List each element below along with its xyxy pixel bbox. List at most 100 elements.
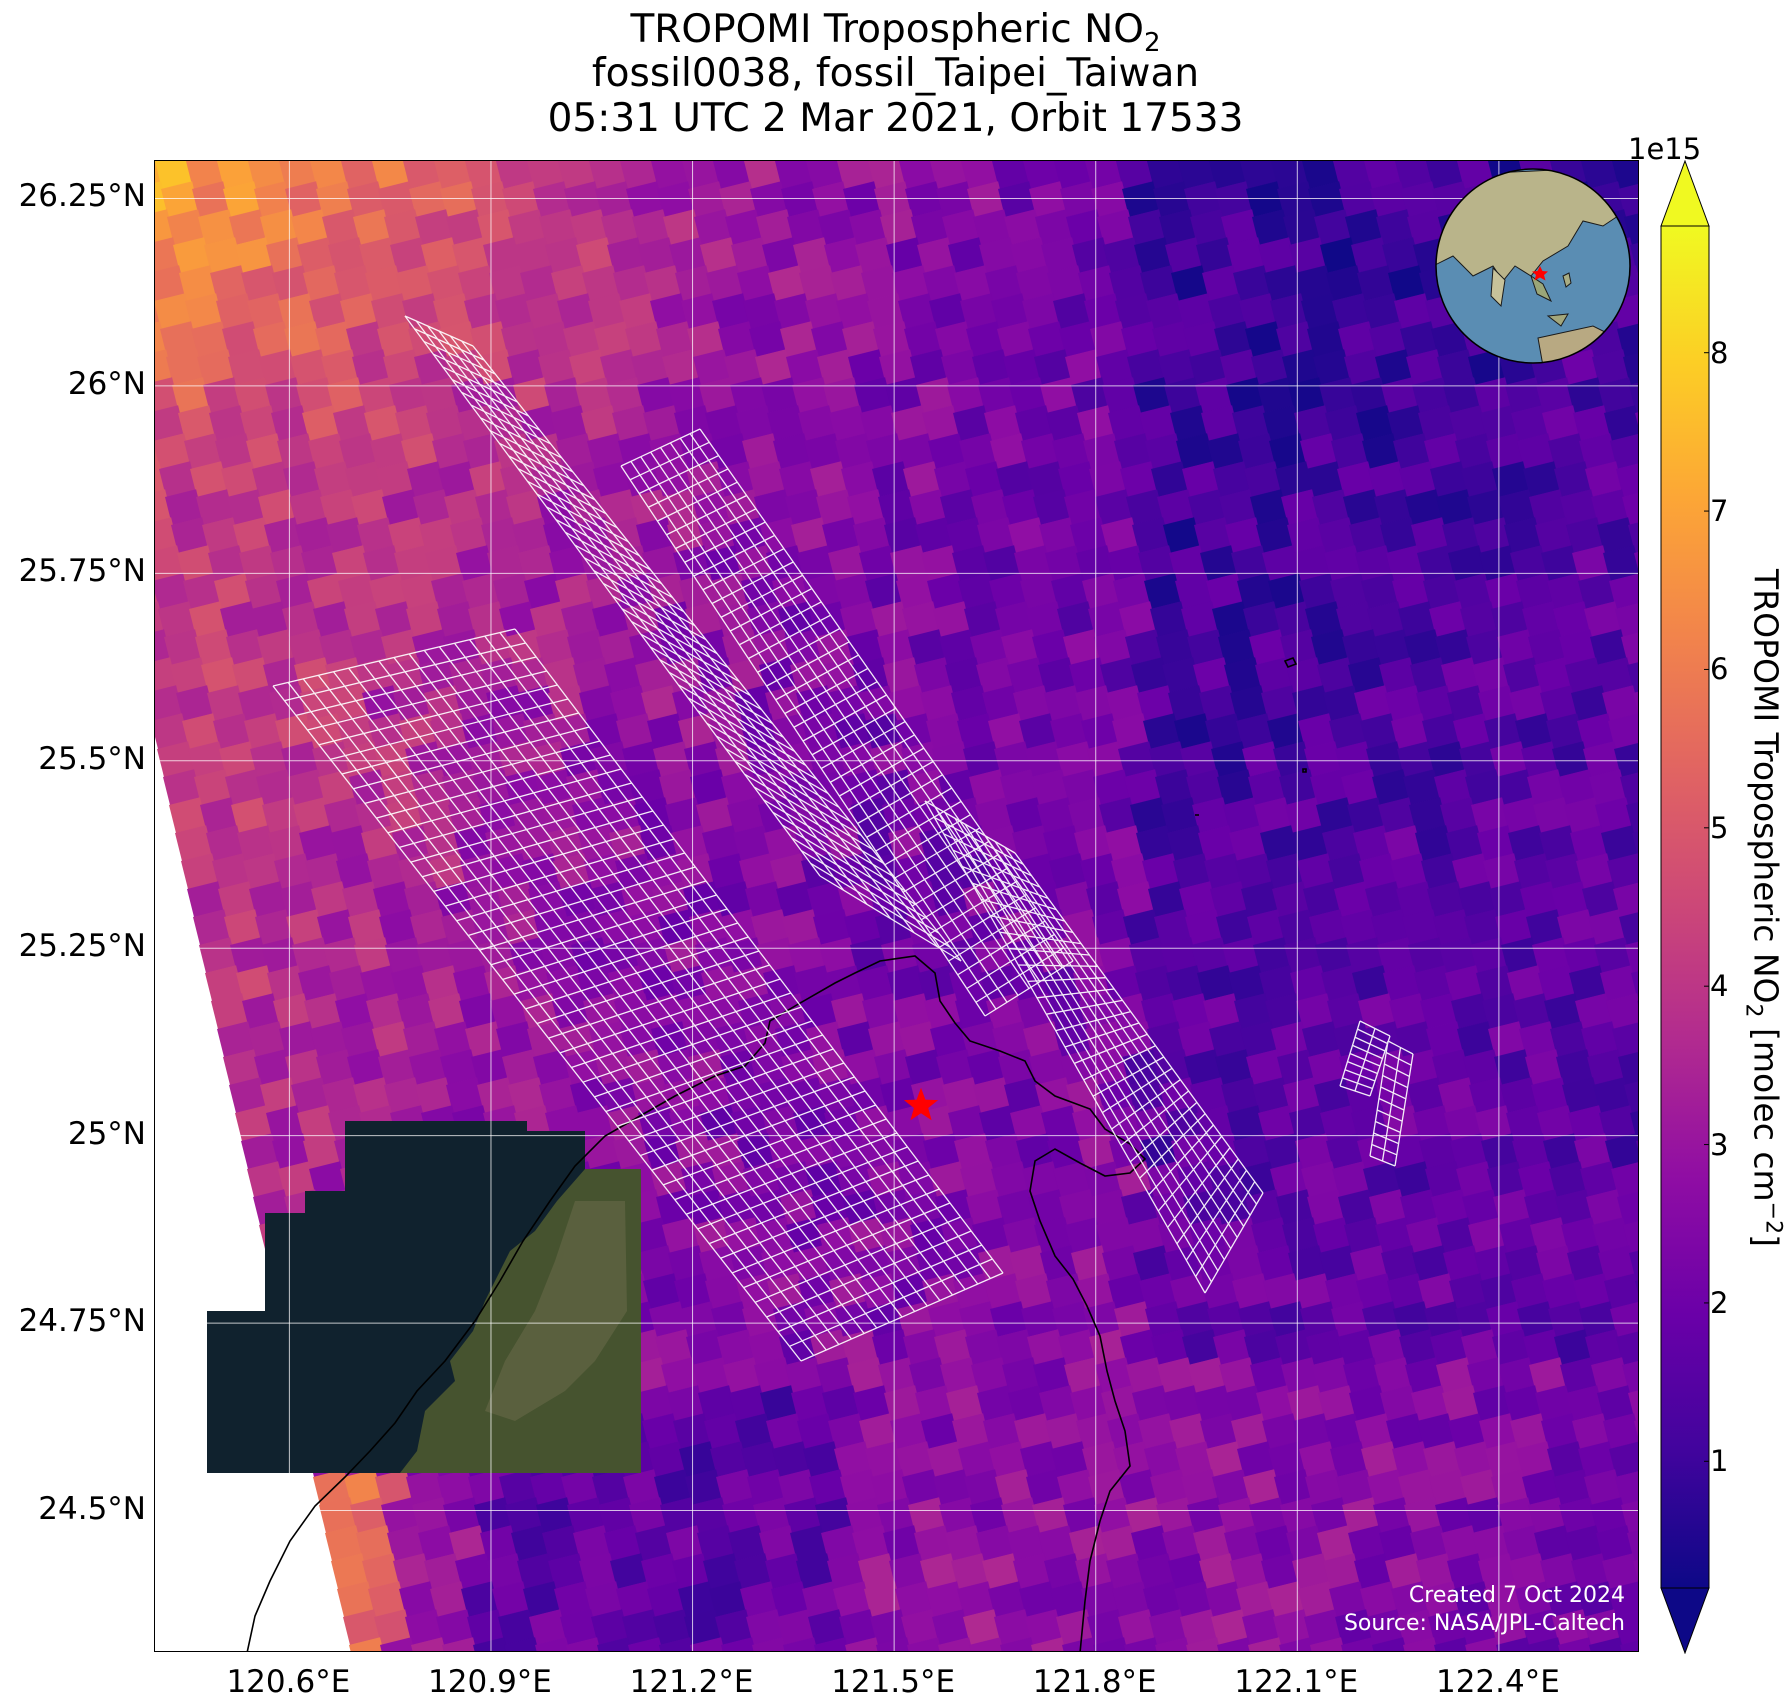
no2-pixel (1436, 1357, 1475, 1394)
no2-pixel (923, 1133, 962, 1170)
no2-pixel (1386, 1413, 1425, 1450)
no2-pixel (1279, 629, 1319, 666)
no2-pixel (1417, 545, 1456, 582)
no2-pixel (1526, 1637, 1566, 1651)
no2-pixel (728, 1525, 767, 1562)
no2-pixel (357, 517, 396, 554)
no2-pixel (1484, 573, 1524, 610)
no2-pixel (1283, 1077, 1322, 1114)
no2-pixel (1168, 685, 1207, 722)
no2-pixel (974, 797, 1014, 834)
no2-pixel (647, 1581, 686, 1618)
no2-pixel (248, 1021, 287, 1058)
no2-pixel (1576, 853, 1615, 890)
no2-pixel (1183, 321, 1222, 358)
no2-pixel (972, 1077, 1012, 1114)
no2-pixel (583, 993, 622, 1030)
no2-pixel (604, 1525, 643, 1562)
no2-pixel (1506, 1105, 1545, 1142)
no2-pixel (827, 1553, 866, 1590)
no2-pixel (1302, 1021, 1341, 1058)
no2-pixel (909, 1357, 948, 1394)
no2-pixel (1031, 769, 1070, 806)
no2-pixel (1432, 1049, 1471, 1086)
no2-pixel (881, 797, 921, 834)
no2-pixel (853, 1245, 893, 1282)
no2-pixel (190, 461, 229, 498)
no2-pixel (1329, 713, 1368, 750)
no2-pixel (378, 181, 417, 218)
no2-pixel (476, 209, 516, 246)
no2-pixel (277, 293, 317, 330)
no2-pixel (716, 1469, 755, 1506)
no2-pixel (1375, 349, 1414, 386)
no2-pixel (1194, 1385, 1233, 1422)
no2-pixel (704, 1273, 744, 1310)
no2-pixel (1369, 1189, 1408, 1226)
no2-pixel (816, 349, 856, 386)
longitude-tick-label: 122.1°E (1234, 1664, 1359, 1700)
no2-pixel (514, 237, 553, 274)
no2-pixel (226, 629, 265, 666)
no2-pixel (981, 825, 1020, 862)
no2-pixel (1594, 937, 1633, 974)
no2-pixel (1232, 405, 1271, 442)
no2-pixel (1306, 461, 1345, 498)
no2-pixel (266, 237, 305, 274)
no2-pixel (890, 1413, 929, 1450)
no2-pixel (474, 489, 514, 526)
no2-pixel (979, 1105, 1018, 1142)
no2-pixel (1391, 713, 1430, 750)
no2-pixel (1054, 1021, 1093, 1058)
no2-pixel (1326, 265, 1365, 302)
no2-pixel (1271, 161, 1310, 190)
no2-pixel (1452, 853, 1491, 890)
no2-pixel (1433, 909, 1472, 946)
no2-pixel (533, 181, 572, 218)
no2-pixel (1062, 1637, 1101, 1651)
no2-pixel (868, 1021, 907, 1058)
no2-pixel (1338, 1189, 1377, 1226)
no2-pixel (1484, 1581, 1523, 1618)
no2-pixel (367, 1581, 407, 1618)
longitude-tick-label: 120.9°E (428, 1664, 552, 1700)
no2-pixel (1192, 797, 1231, 834)
no2-pixel (819, 937, 858, 974)
no2-pixel (1615, 1469, 1638, 1506)
no2-pixel (1397, 741, 1436, 778)
no2-pixel (1553, 1469, 1592, 1506)
no2-pixel (788, 937, 827, 974)
no2-pixel (582, 1133, 621, 1170)
no2-pixel (1465, 769, 1504, 806)
no2-pixel (613, 1133, 652, 1170)
no2-pixel (1444, 1105, 1483, 1142)
no2-pixel (313, 1469, 352, 1506)
no2-pixel (1473, 1385, 1512, 1422)
no2-pixel (1628, 1385, 1638, 1422)
no2-pixel (563, 321, 602, 358)
no2-pixel (311, 881, 350, 918)
no2-pixel (1617, 1189, 1638, 1226)
no2-pixel (941, 349, 980, 386)
no2-pixel (1448, 1413, 1487, 1450)
no2-pixel (1181, 1469, 1220, 1506)
no2-pixel (1493, 1189, 1532, 1226)
no2-pixel (1509, 685, 1548, 722)
no2-pixel (1450, 1133, 1489, 1170)
no2-pixel (1353, 825, 1392, 862)
no2-pixel (965, 1189, 1005, 1226)
no2-pixel (333, 265, 373, 302)
no2-pixel (1410, 657, 1449, 694)
no2-pixel (934, 1329, 973, 1366)
no2-pixel (1246, 181, 1285, 218)
no2-pixel (446, 937, 486, 974)
colorbar-exponent: 1e15 (1628, 132, 1702, 166)
no2-pixel (1178, 161, 1217, 190)
no2-pixel (750, 1049, 789, 1086)
no2-pixel (725, 209, 764, 246)
no2-pixel (957, 713, 996, 750)
no2-pixel (167, 209, 206, 246)
no2-pixel (1268, 573, 1307, 610)
no2-pixel (1019, 713, 1058, 750)
longitude-tick-label: 122.4°E (1435, 1664, 1560, 1700)
